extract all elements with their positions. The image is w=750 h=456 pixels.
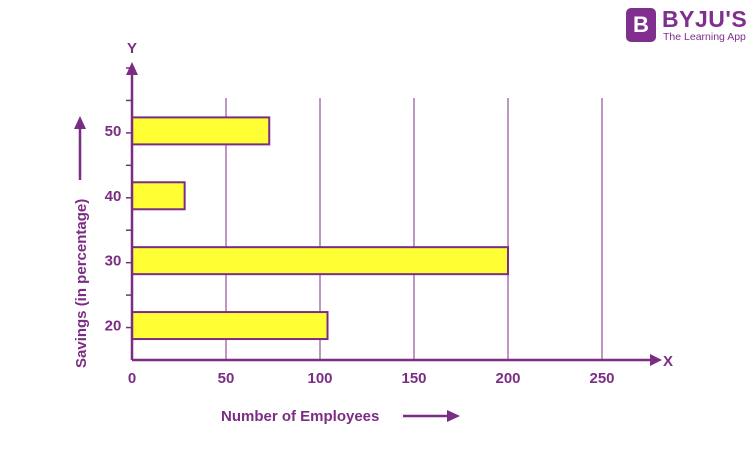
y-tick-label: 40 [105,188,122,205]
x-tick-label: 150 [401,370,426,387]
y-axis-letter: Y [127,40,137,57]
x-axis-title: Number of Employees [221,408,379,425]
bar-40 [131,181,186,211]
x-tick-label: 200 [495,370,520,387]
x-tick-labels: 0 50 100 150 200 250 [128,370,615,387]
x-tick-label: 250 [589,370,614,387]
y-axis-title: Savings (in percentage) [73,199,90,368]
x-tick-label: 50 [218,370,235,387]
brand-name: BYJU'S [662,6,748,32]
bar-50 [131,116,271,146]
bar-20 [131,311,329,341]
brand-logo: B BYJU'S The Learning App [626,6,748,46]
y-tick-label: 20 [105,318,122,335]
y-tick-marks [126,67,132,329]
x-axis-title-arrow [403,410,460,422]
y-tick-labels: 20 30 40 50 [105,123,122,335]
x-axis-letter: X [663,353,673,370]
y-axis-title-arrow [74,116,86,180]
x-tick-label: 100 [307,370,332,387]
brand-badge-icon: B [626,8,656,42]
x-tick-label: 0 [128,370,136,387]
y-tick-label: 30 [105,253,122,270]
bar-30 [131,246,509,276]
brand-tagline: The Learning App [663,31,746,43]
y-tick-label: 50 [105,123,122,140]
x-axis-arrow [650,354,662,366]
